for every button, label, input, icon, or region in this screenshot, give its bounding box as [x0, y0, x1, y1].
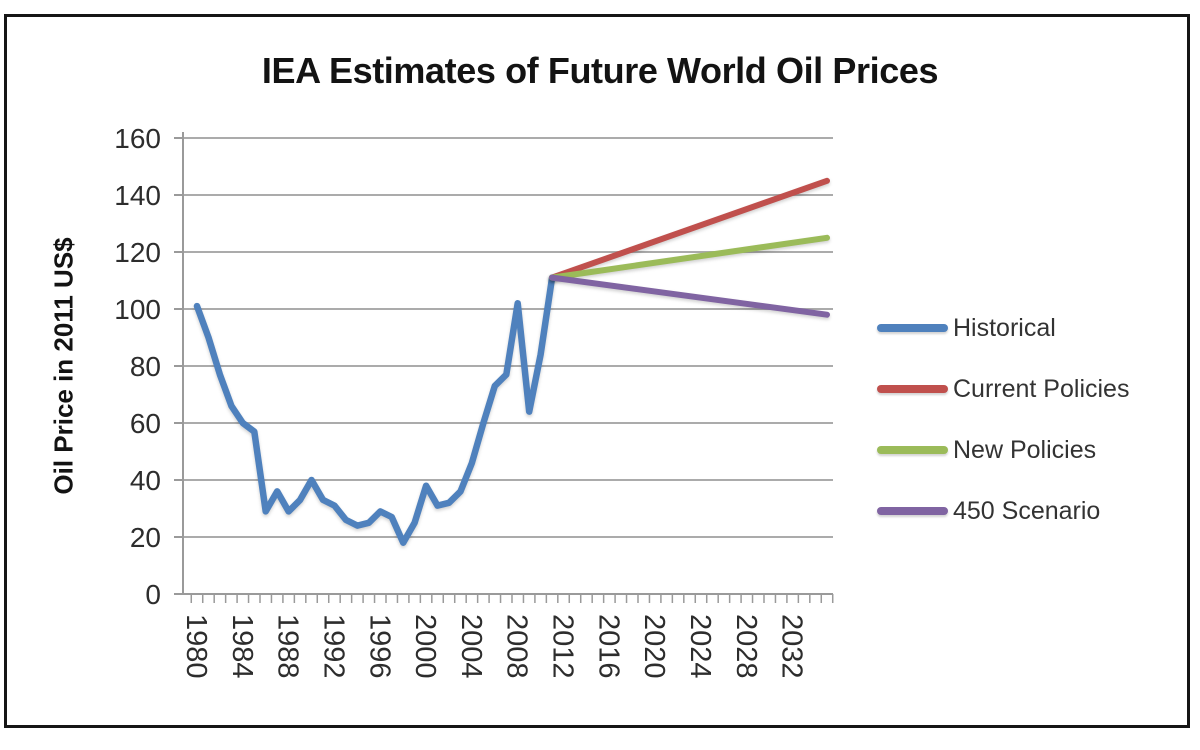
- legend-label: New Policies: [953, 435, 1097, 464]
- y-tick-label: 60: [130, 408, 161, 439]
- y-tick-label: 80: [130, 351, 161, 382]
- series-historical: [193, 274, 556, 546]
- chart-frame: [4, 14, 1190, 728]
- x-axis-labels: 1980 1984 1988 1992 1996 2000 2004 2008 2012 2016…: [180, 614, 808, 679]
- series-line-historical: [193, 274, 556, 546]
- series-450-scenario: [549, 274, 830, 318]
- series-line-current-policies: [549, 177, 830, 281]
- legend-item-new-policies: New Policies: [877, 434, 1096, 466]
- y-tick-label: 0: [145, 579, 161, 610]
- y-tick-label: 40: [130, 465, 161, 496]
- axes: [182, 132, 833, 595]
- chart-title: IEA Estimates of Future World Oil Prices: [261, 50, 939, 91]
- x-tick-label: 1980: [180, 614, 212, 679]
- x-axis-minor-ticks: [190, 594, 834, 603]
- legend-swatch-new-policies: [877, 446, 948, 454]
- y-tick-label: 100: [114, 294, 161, 325]
- x-tick-label: 1988: [272, 614, 304, 679]
- series-line-new-policies: [549, 234, 830, 281]
- legend-item-450-scenario: 450 Scenario: [877, 495, 1100, 527]
- gridlines: [183, 137, 833, 538]
- legend-label: Historical: [953, 313, 1056, 342]
- legend-label: 450 Scenario: [953, 496, 1101, 525]
- y-axis-ticks: 0 20 40 60 80 100 120 140 160: [114, 123, 183, 610]
- legend-label: Current Policies: [953, 374, 1130, 403]
- legend-swatch-historical: [877, 324, 948, 332]
- series-line-450-scenario: [549, 274, 830, 318]
- legend-item-current-policies: Current Policies: [877, 373, 1129, 405]
- x-tick-label: 2000: [409, 614, 441, 679]
- y-tick-label: 120: [114, 237, 161, 268]
- y-tick-label: 20: [130, 522, 161, 553]
- y-tick-label: 160: [114, 123, 161, 154]
- x-tick-label: 2020: [638, 614, 670, 679]
- x-tick-label: 1984: [226, 614, 258, 679]
- legend-swatch-450-scenario: [877, 507, 948, 515]
- x-tick-label: 1992: [318, 614, 350, 679]
- x-tick-label: 1996: [363, 614, 395, 679]
- x-tick-label: 2032: [776, 614, 808, 679]
- x-tick-label: 2016: [592, 614, 624, 679]
- legend-swatch-current-policies: [877, 385, 948, 393]
- series-new-policies: [549, 234, 830, 281]
- x-tick-label: 2012: [547, 614, 579, 679]
- x-tick-label: 2004: [455, 614, 487, 679]
- x-tick-label: 2028: [730, 614, 762, 679]
- y-tick-label: 140: [114, 180, 161, 211]
- x-tick-label: 2024: [684, 614, 716, 679]
- x-tick-label: 2008: [501, 614, 533, 679]
- legend-item-historical: Historical: [877, 312, 1056, 344]
- series-current-policies: [549, 177, 830, 281]
